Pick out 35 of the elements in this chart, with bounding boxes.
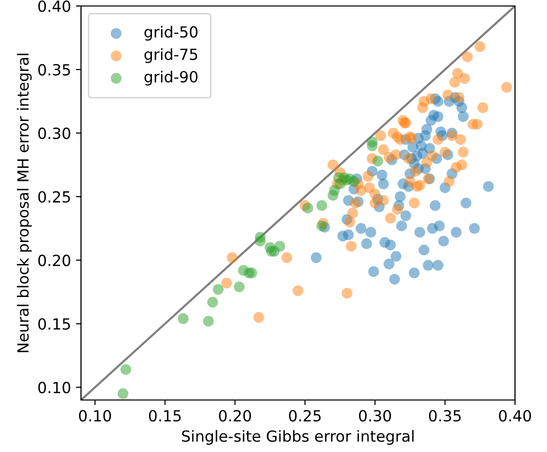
y-tick-label: 0.40 bbox=[38, 0, 70, 12]
x-axis-title: Single-site Gibbs error integral bbox=[182, 430, 414, 445]
point bbox=[178, 313, 189, 324]
x-tick-label: 0.25 bbox=[289, 410, 321, 422]
y-tick-label: 0.15 bbox=[38, 318, 70, 330]
point bbox=[118, 388, 128, 400]
point bbox=[207, 296, 218, 308]
x-tick-label: 0.20 bbox=[219, 410, 251, 422]
y-tick-label: 0.25 bbox=[38, 191, 70, 203]
x-tick-label: 0.15 bbox=[149, 410, 181, 422]
point bbox=[366, 136, 378, 148]
y-tick-label: 0.30 bbox=[38, 128, 70, 140]
x-tick-label: 0.30 bbox=[359, 410, 391, 422]
x-tick-label: 0.10 bbox=[79, 410, 111, 422]
point bbox=[234, 282, 245, 292]
legend-label: grid-50 bbox=[144, 26, 198, 41]
point bbox=[274, 240, 286, 252]
x-tick-label: 0.35 bbox=[429, 410, 461, 422]
point bbox=[372, 156, 384, 166]
point bbox=[316, 220, 328, 232]
point bbox=[316, 200, 328, 211]
x-tick-label: 0.40 bbox=[499, 410, 531, 422]
point bbox=[203, 316, 214, 327]
point bbox=[348, 176, 360, 187]
y-tick-label: 0.35 bbox=[38, 64, 70, 76]
point bbox=[120, 364, 132, 375]
y-axis-title: Neural block proposal MH error integral bbox=[16, 54, 32, 352]
y-tick-label: 0.20 bbox=[38, 254, 70, 266]
legend-label: grid-75 bbox=[144, 48, 198, 64]
y-tick-label: 0.10 bbox=[38, 382, 70, 394]
legend-label: grid-90 bbox=[144, 70, 198, 86]
point bbox=[254, 236, 266, 247]
point bbox=[212, 284, 224, 295]
point bbox=[302, 202, 314, 214]
point bbox=[246, 268, 258, 278]
